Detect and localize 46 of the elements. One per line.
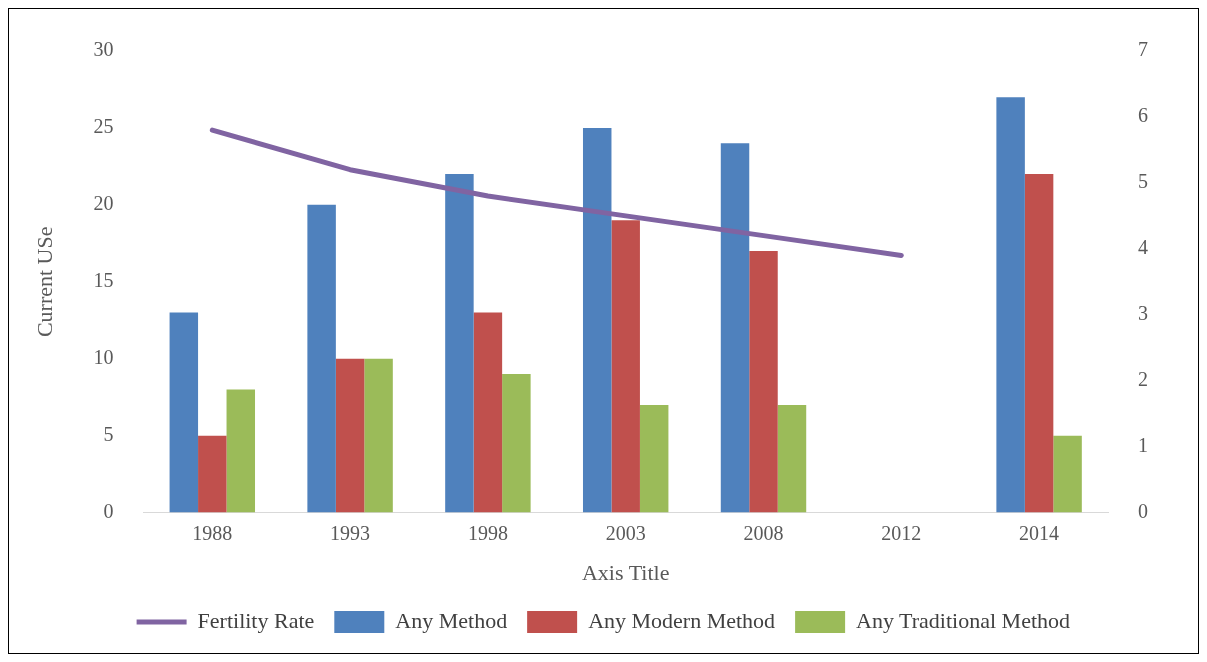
bar: [198, 435, 227, 513]
bar: [1053, 435, 1082, 513]
y-tick-label: 10: [93, 345, 114, 368]
x-tick-label: 2012: [881, 521, 922, 544]
bar: [445, 174, 474, 513]
bar: [639, 404, 669, 513]
bar: [335, 358, 365, 513]
x-axis-title: Axis Title: [581, 559, 670, 585]
y2-tick-label: 0: [1138, 499, 1148, 522]
legend-label: Any Traditional Method: [856, 607, 1071, 633]
bar: [749, 251, 778, 513]
y-tick-label: 5: [103, 422, 114, 445]
bar: [720, 143, 750, 513]
legend-label: Any Modern Method: [588, 607, 776, 633]
y-tick-label: 25: [93, 115, 114, 138]
y2-tick-label: 7: [1138, 38, 1148, 61]
x-tick-label: 2014: [1019, 521, 1060, 544]
bar: [502, 374, 531, 513]
y-tick-label: 15: [93, 269, 114, 292]
legend-label: Fertility Rate: [197, 607, 315, 633]
bar: [473, 312, 503, 513]
bar: [364, 358, 393, 513]
bar: [611, 220, 640, 513]
x-tick-label: 2008: [743, 521, 784, 544]
x-tick-label: 2003: [605, 521, 646, 544]
y2-tick-label: 5: [1138, 170, 1148, 193]
bar: [777, 404, 807, 513]
bar: [226, 389, 256, 513]
y-tick-label: 0: [103, 499, 114, 522]
y-axis-title: Current USe: [31, 226, 57, 338]
x-tick-label: 1993: [330, 521, 371, 544]
y2-tick-label: 3: [1138, 302, 1148, 325]
bar: [307, 204, 336, 513]
bar: [169, 312, 199, 513]
legend-label: Any Method: [395, 607, 508, 633]
y2-tick-label: 4: [1138, 236, 1148, 259]
y-tick-label: 30: [93, 38, 114, 61]
x-tick-label: 1998: [467, 521, 508, 544]
y2-tick-label: 1: [1138, 433, 1148, 456]
bar: [1024, 174, 1054, 513]
bar: [996, 97, 1025, 513]
y2-tick-label: 6: [1138, 104, 1148, 127]
x-tick-label: 1988: [192, 521, 233, 544]
bar: [582, 127, 612, 513]
y2-tick-label: 2: [1138, 367, 1148, 390]
y-tick-label: 20: [93, 192, 114, 215]
